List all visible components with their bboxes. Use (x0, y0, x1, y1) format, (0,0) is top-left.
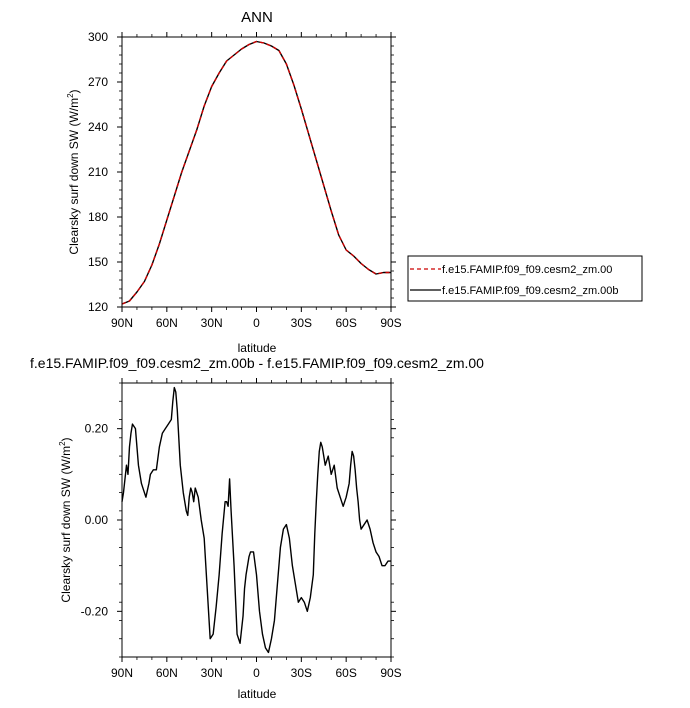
legend-label-00: f.e15.FAMIP.f09_f09.cesm2_zm.00 (442, 264, 612, 276)
bottom-y-tick-label: 0.20 (85, 422, 109, 436)
panel-top: ANN 90N 60N 30N 0 30S 60S 90S 120 150 180 210 240 2… (66, 9, 402, 355)
bottom-x-tick-label: 60N (156, 666, 178, 680)
top-y-axis-label: Clearsky surf down SW (W/m2) (66, 89, 81, 254)
bottom-x-tick-label: 30N (201, 666, 223, 680)
top-x-tick-labels: 90N 60N 30N 0 30S 60S 90S (111, 316, 402, 330)
legend-box (407, 255, 643, 302)
diff-chart-title: f.e15.FAMIP.f09_f09.cesm2_zm.00b - f.e15… (30, 355, 484, 371)
bottom-y-axis-label-close: ) (59, 437, 73, 441)
panel-bottom: f.e15.FAMIP.f09_f09.cesm2_zm.00b - f.e15… (30, 355, 484, 701)
bottom-y-axis-label-sup: 2 (58, 441, 67, 446)
top-x-tick-label: 30N (201, 316, 223, 330)
bottom-x-tick-label: 60S (335, 666, 356, 680)
top-x-tick-label: 0 (253, 316, 260, 330)
bottom-series-line-0 (121, 386, 391, 654)
top-y-tick-label: 180 (88, 210, 108, 224)
top-y-tick-label: 210 (88, 165, 108, 179)
top-y-tick-label: 150 (88, 255, 108, 269)
bottom-y-tick-labels: -0.20 0.00 0.20 (81, 422, 109, 619)
top-y-axis-label-sup: 2 (66, 93, 75, 98)
top-tick-marks (117, 32, 396, 312)
bottom-y-axis-label: Clearsky surf down SW (W/m2) (58, 437, 73, 602)
bottom-x-tick-label: 90N (111, 666, 133, 680)
top-y-tick-labels: 120 150 180 210 240 270 300 (88, 30, 108, 314)
bottom-x-tick-label: 30S (291, 666, 312, 680)
top-y-tick-label: 120 (88, 300, 108, 314)
bottom-y-tick-label: -0.20 (81, 604, 109, 618)
bottom-y-tick-label: 0.00 (85, 513, 109, 527)
top-y-axis-label-text: Clearsky surf down SW (W/m (67, 98, 81, 255)
top-x-tick-label: 30S (291, 316, 312, 330)
top-y-axis-label-close: ) (67, 89, 81, 93)
bottom-x-tick-label: 0 (253, 666, 260, 680)
top-x-axis-label: latitude (238, 341, 277, 355)
bottom-tick-marks (117, 378, 396, 662)
top-series-line-0 (121, 40, 391, 305)
top-y-tick-label: 270 (88, 75, 108, 89)
bottom-x-axis-label: latitude (238, 687, 277, 701)
top-series-line-1 (121, 40, 391, 305)
top-x-tick-label: 90S (380, 316, 401, 330)
legend: f.e15.FAMIP.f09_f09.cesm2_zm.00 f.e15.FA… (407, 255, 643, 302)
bottom-x-tick-labels: 90N 60N 30N 0 30S 60S 90S (111, 666, 402, 680)
top-y-tick-label: 300 (88, 30, 108, 44)
bottom-y-axis-label-text: Clearsky surf down SW (W/m (59, 446, 73, 603)
top-x-tick-label: 90N (111, 316, 133, 330)
legend-label-00b: f.e15.FAMIP.f09_f09.cesm2_zm.00b (442, 285, 619, 297)
bottom-series-lines (121, 386, 391, 654)
top-series-lines (121, 40, 391, 305)
top-x-tick-label: 60S (335, 316, 356, 330)
top-x-tick-label: 60N (156, 316, 178, 330)
top-y-tick-label: 240 (88, 120, 108, 134)
top-plot-frame (121, 36, 392, 308)
bottom-plot-frame (121, 382, 392, 658)
chart-title: ANN (241, 9, 273, 26)
bottom-x-tick-label: 90S (380, 666, 401, 680)
